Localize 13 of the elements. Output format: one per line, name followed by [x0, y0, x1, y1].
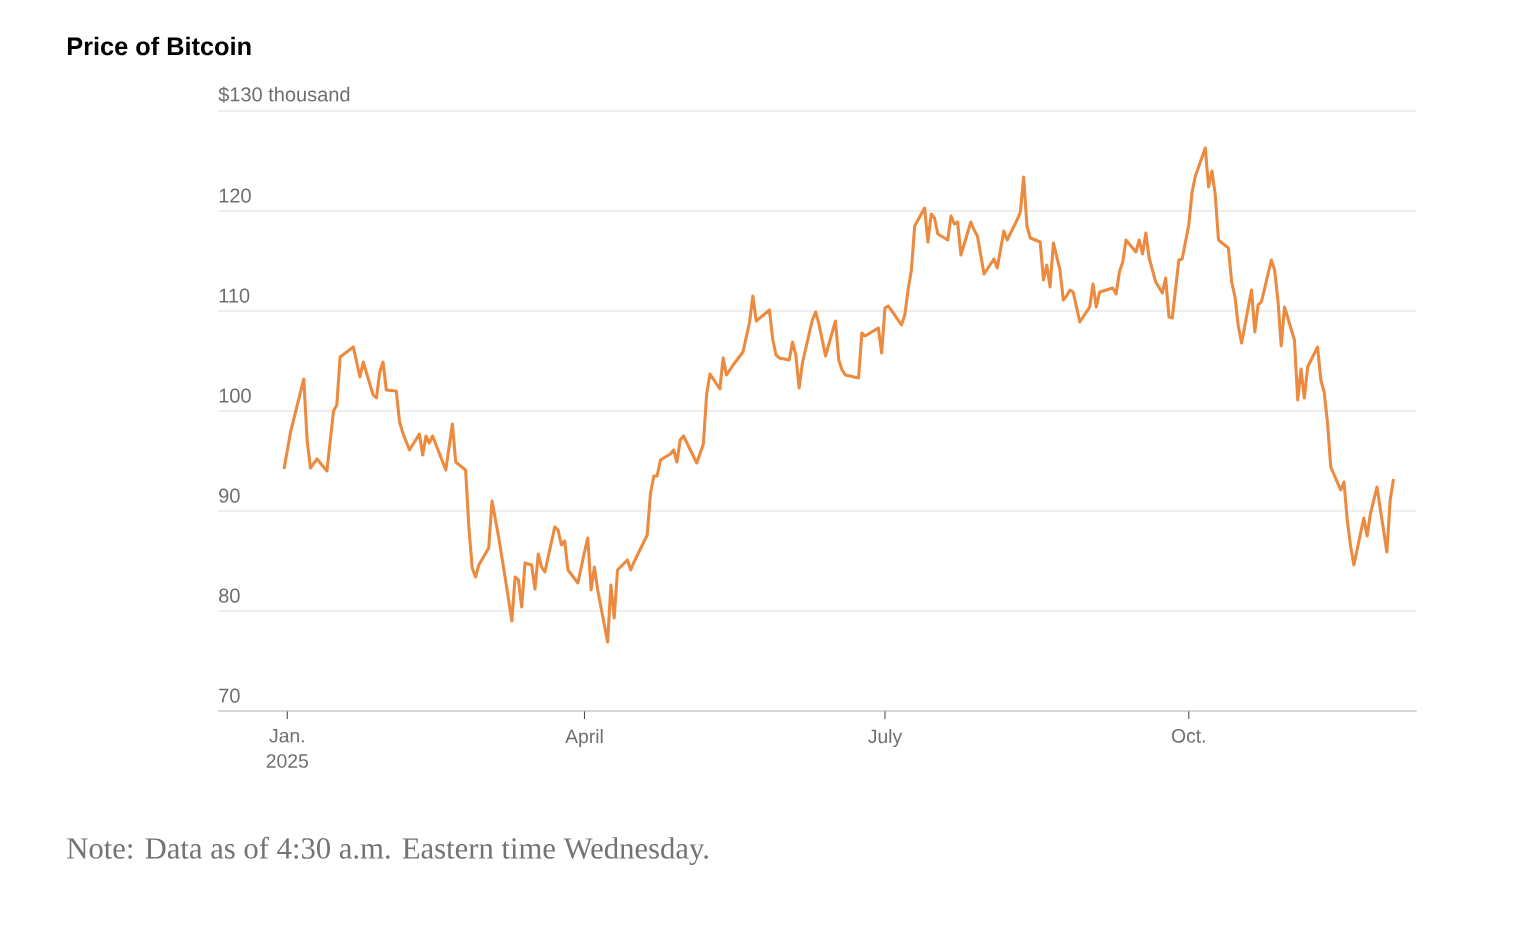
text: Note: Data as of 4:30 a.m. Eastern time Wednesday.: [67, 836, 708, 866]
y-tick-label: 120: [219, 188, 251, 203]
y-tick-label: 110: [219, 288, 250, 303]
y-tick-label: 70: [219, 688, 240, 703]
x-tick-label: Jan. 2025: [266, 729, 308, 768]
y-tick-label: 90: [219, 488, 240, 503]
x-tick-label: April: [565, 729, 603, 748]
y-tick-label: 100: [219, 388, 251, 403]
chart-title: Price of Bitcoin: [67, 36, 251, 56]
y-tick-label: $130 thousand: [218, 86, 350, 103]
x-tick-label: Oct.: [1171, 729, 1205, 743]
y-tick-label: 80: [219, 588, 240, 603]
x-tick-label: July: [868, 729, 903, 748]
